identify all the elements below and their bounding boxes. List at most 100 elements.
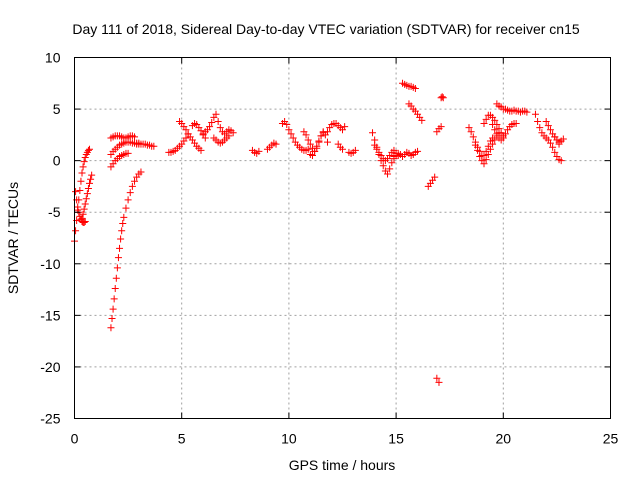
- data-point: [308, 151, 316, 159]
- data-point: [512, 120, 520, 128]
- series-arc23: [399, 79, 419, 92]
- data-point: [84, 184, 92, 192]
- data-point: [437, 123, 445, 131]
- series-arc30: [471, 129, 503, 168]
- data-point: [118, 227, 126, 235]
- y-tick-label: -5: [48, 204, 61, 220]
- y-tick-label: -15: [40, 307, 60, 323]
- plot-frame: [74, 57, 611, 419]
- data-point: [76, 187, 84, 195]
- data-point: [182, 126, 190, 134]
- data-point: [150, 142, 158, 150]
- grid-lines: [74, 57, 611, 419]
- data-point: [131, 133, 139, 141]
- data-point: [495, 125, 503, 133]
- data-point: [482, 115, 490, 123]
- series-arc21: [371, 141, 398, 165]
- data-point: [469, 133, 477, 141]
- data-point: [225, 132, 233, 140]
- series-arc5: [107, 132, 139, 142]
- axis-ticks: 0 5 10 15 20 25 -25 -20 -15 -10 -5 0 5 10: [40, 50, 618, 447]
- series-arc17: [306, 129, 327, 159]
- data-point: [388, 159, 396, 167]
- series-arc13: [210, 132, 233, 147]
- series-arc28: [433, 123, 445, 136]
- data-point: [536, 124, 544, 132]
- data-point: [491, 136, 499, 144]
- data-point: [489, 121, 497, 129]
- data-point: [482, 156, 490, 164]
- data-point: [78, 169, 86, 177]
- data-point: [471, 141, 479, 149]
- data-point: [255, 147, 263, 155]
- data-point: [493, 130, 501, 138]
- data-point: [523, 108, 531, 116]
- data-point: [414, 147, 422, 155]
- data-point: [82, 195, 90, 203]
- data-point: [438, 93, 446, 101]
- data-point: [313, 142, 321, 150]
- data-point: [86, 145, 94, 153]
- data-point: [229, 129, 237, 137]
- data-point: [474, 146, 482, 154]
- data-points: [71, 79, 567, 386]
- data-point: [304, 136, 312, 144]
- series-arc14: [248, 139, 280, 157]
- data-point: [128, 182, 136, 190]
- data-point: [480, 160, 488, 168]
- data-point: [491, 126, 499, 134]
- y-axis-label: SDTVAR / TECUs: [5, 182, 21, 294]
- data-point: [214, 117, 222, 125]
- y-tick-label: -20: [40, 359, 60, 375]
- data-point: [113, 264, 121, 272]
- data-point: [80, 205, 88, 213]
- data-point: [111, 285, 119, 293]
- series-arc10: [176, 117, 205, 154]
- data-point: [77, 177, 85, 185]
- data-point: [124, 149, 132, 157]
- data-point: [117, 235, 125, 243]
- data-point: [124, 196, 132, 204]
- data-point: [465, 124, 473, 132]
- data-point: [206, 123, 214, 131]
- series-arc4: [107, 168, 145, 332]
- data-point: [480, 120, 488, 128]
- data-point: [80, 219, 88, 227]
- data-point: [81, 217, 89, 225]
- data-point: [272, 140, 280, 148]
- data-point: [81, 154, 89, 162]
- y-tick-label: 10: [45, 50, 61, 66]
- data-point: [289, 134, 297, 142]
- data-point: [81, 200, 89, 208]
- series-arc32: [489, 120, 520, 144]
- data-point: [476, 153, 484, 161]
- data-point: [549, 143, 557, 151]
- data-point: [557, 157, 565, 165]
- data-point: [304, 145, 312, 153]
- series-arc11: [188, 120, 209, 142]
- data-point: [182, 134, 190, 142]
- x-tick-label: 5: [178, 431, 186, 447]
- data-point: [546, 126, 554, 134]
- data-point: [315, 137, 323, 145]
- data-point: [137, 168, 145, 176]
- data-point: [489, 140, 497, 148]
- data-point: [197, 146, 205, 154]
- data-point: [544, 122, 552, 130]
- x-tick-label: 25: [603, 431, 619, 447]
- y-tick-label: 0: [53, 153, 61, 169]
- data-point: [341, 123, 349, 131]
- data-point: [306, 140, 314, 148]
- data-point: [120, 213, 128, 221]
- chart-title: Day 111 of 2018, Sidereal Day-to-day VTE…: [72, 21, 580, 37]
- series-arc26: [433, 374, 443, 386]
- data-point: [122, 204, 130, 212]
- data-point: [108, 314, 116, 322]
- data-point: [114, 254, 122, 262]
- data-point: [484, 150, 492, 158]
- data-point: [323, 128, 331, 136]
- data-point: [501, 130, 509, 138]
- data-point: [72, 188, 80, 196]
- series-arc24: [405, 100, 426, 124]
- data-point: [542, 117, 550, 125]
